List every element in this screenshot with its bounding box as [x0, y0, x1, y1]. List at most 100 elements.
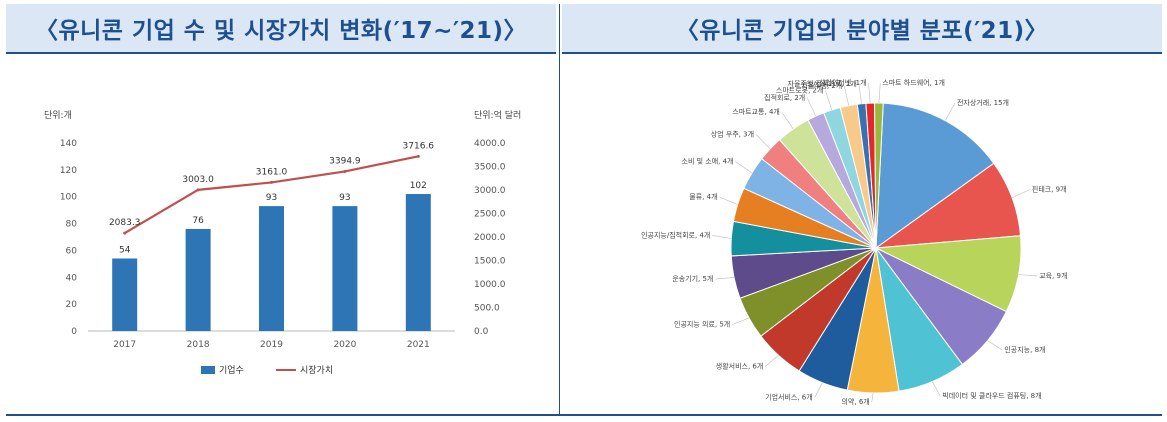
pie-leader-line — [806, 97, 816, 117]
pie-leader-line — [814, 382, 823, 398]
pie-label-line: 자율주행, 2개 — [801, 81, 842, 90]
x-tick-label: 2021 — [407, 340, 430, 350]
pie-leader-line — [868, 83, 871, 104]
bar — [332, 206, 358, 331]
pie-slice-label: 핀테크, 9개 — [1032, 185, 1067, 194]
pie-leader-line — [858, 83, 862, 104]
pie-label-line: 빅데이터 및 클라우드 컴퓨팅, 8개 — [942, 391, 1041, 400]
pie-label-line: 자율주행/집적회로, 1개 — [788, 79, 857, 88]
pie-label-line: 스마트 하드웨어, 1개 — [882, 78, 945, 87]
legend-swatch-bar — [201, 366, 215, 374]
pie-slice-label: 생활서비스, 6개 — [716, 362, 764, 371]
right-axis-unit: 단위:억 달러 — [474, 109, 521, 121]
bar-data-label: 54 — [119, 245, 131, 255]
pie-slice-label: 산업인터넷, 1개 — [819, 78, 867, 87]
pie-slice-label: 자율주행, 2개 — [801, 81, 842, 90]
line-point — [270, 180, 273, 184]
line-data-label: 3394.9 — [329, 156, 361, 166]
line-data-label: 2083.3 — [109, 218, 141, 228]
left-axis-unit: 단위:개 — [44, 110, 72, 121]
x-tick-label: 2019 — [260, 340, 283, 350]
pie-label-line: 의약, 6개 — [841, 397, 869, 406]
pie-chart-header: 〈유니콘 기업의 분야별 분포(′21)〉 — [562, 4, 1162, 54]
pie-leader-line — [732, 317, 750, 325]
legend-label-bar: 기업수 — [219, 365, 244, 376]
bar — [112, 258, 138, 331]
pie-label-line: 인공지능 의료, 5개 — [674, 320, 730, 329]
left-tick-label: 120 — [60, 166, 77, 176]
pie-leader-line — [825, 90, 833, 110]
pie-label-line: 교육, 9개 — [1039, 271, 1067, 280]
right-tick-label: 1000.0 — [474, 280, 506, 290]
pie-slice-label: 인공지능 의료, 5개 — [674, 320, 730, 329]
x-tick-label: 2018 — [187, 340, 210, 350]
pie-label-line: 인공지능, 8개 — [1004, 345, 1045, 354]
pie-slice-label: 기업서비스, 6개 — [765, 392, 813, 401]
line-point — [196, 188, 200, 192]
pie-leader-line — [878, 83, 881, 104]
pie-label-line: 운송기기, 5개 — [672, 274, 713, 283]
bar-chart-title: 〈유니콘 기업 수 및 시장가치 변화(′17~′21)〉 — [34, 18, 528, 44]
bar — [185, 228, 211, 331]
line-point — [416, 154, 420, 158]
pie-slice-label: 스마트로봇, 2개 — [776, 86, 824, 95]
pie-slice-label: 의약, 6개 — [841, 397, 869, 406]
line-data-label: 3716.6 — [403, 141, 435, 151]
pie-slice-label: 교육, 9개 — [1039, 271, 1067, 280]
panel-divider — [559, 4, 560, 416]
bar-data-label: 93 — [266, 193, 277, 203]
pie-slice-label: 소비 및 소매, 4개 — [682, 157, 734, 166]
pie-leader-line — [945, 102, 956, 121]
pie-slice-label: 인공지능, 8개 — [1004, 345, 1045, 354]
pie-slice-label: 자율주행/집적회로, 1개 — [788, 79, 857, 88]
pie-leader-line — [1011, 189, 1031, 199]
line-point — [343, 169, 347, 173]
right-tick-label: 2500.0 — [474, 210, 506, 220]
pie-label-line: 스마트교통, 4개 — [732, 107, 780, 116]
pie-slice-label: 집적회로, 2개 — [764, 93, 805, 102]
pie-leader-line — [765, 355, 779, 367]
pie-leader-line — [781, 112, 794, 130]
bar-data-label: 93 — [339, 193, 350, 203]
pie-slice — [875, 102, 995, 250]
left-tick-label: 40 — [66, 273, 78, 283]
pie-slice-label: 스마트교통, 4개 — [732, 107, 780, 116]
bar — [259, 206, 284, 331]
pie-slice-label: 운송기기, 5개 — [672, 274, 713, 283]
line-point — [123, 231, 127, 235]
pie-label-line: 인공지능/집적회로, 4개 — [641, 230, 710, 239]
pie-slice-label: 빅데이터 및 클라우드 컴퓨팅, 8개 — [942, 391, 1041, 400]
pie-label-line: 생활서비스, 6개 — [716, 362, 764, 371]
x-tick-label: 2017 — [113, 340, 136, 350]
pie-label-line: 상업 우주, 3개 — [711, 130, 754, 139]
x-tick-label: 2020 — [333, 340, 356, 350]
bottom-rule — [6, 414, 1162, 416]
left-tick-label: 0 — [71, 327, 77, 337]
pie-slice-label: 전자상거래, 15개 — [957, 98, 1009, 107]
pie-label-line: 물류, 4개 — [689, 192, 717, 201]
pie-leader-line — [715, 277, 735, 280]
right-tick-label: 3500.0 — [474, 163, 506, 173]
right-tick-label: 3000.0 — [474, 186, 506, 196]
bar-line-chart: 단위:개 단위:억 달러 0 20 40 60 80 100 120 140 0.0 500.0 100… — [44, 109, 521, 376]
left-tick-label: 80 — [66, 220, 78, 230]
right-tick-label: 2000.0 — [474, 233, 506, 243]
pie-label-line: 핀테크, 9개 — [1032, 185, 1067, 194]
right-tick-label: 1500.0 — [474, 257, 506, 267]
pie-label-line: 산업인터넷, 1개 — [819, 78, 867, 87]
right-tick-label: 4000.0 — [474, 139, 506, 149]
bar-data-label: 102 — [410, 181, 427, 191]
pie-leader-line — [712, 235, 732, 239]
pie-chart-title: 〈유니콘 기업의 분야별 분포(′21)〉 — [675, 18, 1049, 44]
left-tick-label: 60 — [66, 246, 78, 256]
left-tick-label: 20 — [66, 300, 78, 310]
pie-slice-label: 물류, 4개 — [689, 192, 717, 201]
pie-leader-line — [987, 340, 1003, 351]
left-tick-label: 140 — [60, 139, 77, 149]
right-tick-label: 0.0 — [474, 327, 489, 337]
legend-label-line: 시장가치 — [300, 364, 333, 376]
bar-data-label: 76 — [192, 216, 204, 226]
bar — [405, 194, 431, 331]
